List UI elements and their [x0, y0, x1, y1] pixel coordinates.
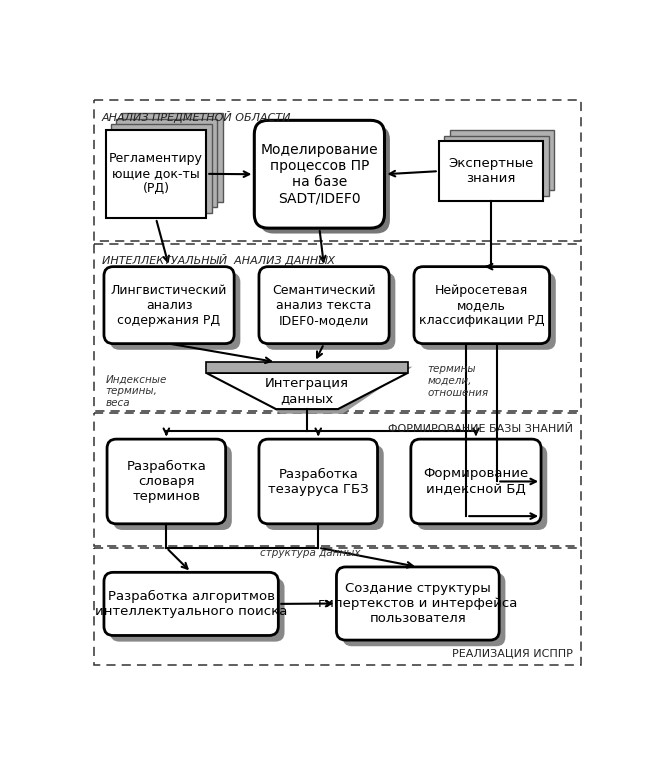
Text: ФОРМИРОВАНИЕ БАЗЫ ЗНАНИЙ: ФОРМИРОВАНИЕ БАЗЫ ЗНАНИЙ	[388, 424, 573, 433]
Bar	[94, 244, 580, 411]
Polygon shape	[206, 373, 408, 409]
FancyBboxPatch shape	[104, 266, 234, 344]
FancyBboxPatch shape	[254, 121, 384, 228]
FancyBboxPatch shape	[110, 578, 284, 641]
Text: Создание структуры
гипертекстов и интерфейса
пользователя: Создание структуры гипертекстов и интерф…	[318, 582, 517, 625]
FancyBboxPatch shape	[444, 136, 549, 196]
Text: Индексные
термины,
веса: Индексные термины, веса	[105, 374, 167, 408]
FancyBboxPatch shape	[110, 272, 240, 350]
FancyBboxPatch shape	[439, 141, 544, 201]
FancyBboxPatch shape	[343, 573, 505, 646]
Text: Регламентиру
ющие док-ты
(РД): Регламентиру ющие док-ты (РД)	[109, 153, 203, 195]
FancyBboxPatch shape	[105, 130, 206, 218]
FancyBboxPatch shape	[449, 131, 554, 191]
Text: Нейросетевая
модель
классификации РД: Нейросетевая модель классификации РД	[419, 284, 545, 326]
Text: АНАЛИЗ ПРЕДМЕТНОЙ ОБЛАСТИ: АНАЛИЗ ПРЕДМЕТНОЙ ОБЛАСТИ	[101, 111, 291, 123]
Bar	[94, 413, 580, 546]
Polygon shape	[211, 367, 413, 414]
Bar	[94, 548, 580, 665]
Text: Разработка алгоритмов
интеллектуального поиска: Разработка алгоритмов интеллектуального …	[95, 590, 288, 618]
Polygon shape	[206, 362, 408, 373]
Text: Лингвистический
анализ
содержания РД: Лингвистический анализ содержания РД	[111, 284, 227, 326]
Text: структура данных: структура данных	[261, 549, 361, 559]
FancyBboxPatch shape	[113, 446, 232, 530]
FancyBboxPatch shape	[417, 446, 547, 530]
Text: Семантический
анализ текста
IDEF0-модели: Семантический анализ текста IDEF0-модели	[272, 284, 376, 326]
Text: РЕАЛИЗАЦИЯ ИСППР: РЕАЛИЗАЦИЯ ИСППР	[452, 649, 573, 659]
Bar	[94, 100, 580, 241]
Text: Разработка
тезауруса ГБЗ: Разработка тезауруса ГБЗ	[268, 468, 368, 496]
Text: термины
модели,
отношения: термины модели, отношения	[427, 364, 488, 398]
Text: Моделирование
процессов ПР
на базе
SADT/IDEF0: Моделирование процессов ПР на базе SADT/…	[261, 143, 378, 206]
FancyBboxPatch shape	[111, 124, 212, 213]
Text: Экспертные
знания: Экспертные знания	[448, 157, 534, 185]
FancyBboxPatch shape	[260, 126, 390, 234]
Text: ИНТЕЛЛЕКТУАЛЬНЫЙ  АНАЛИЗ ДАННЫХ: ИНТЕЛЛЕКТУАЛЬНЫЙ АНАЛИЗ ДАННЫХ	[101, 254, 335, 266]
Text: Разработка
словаря
терминов: Разработка словаря терминов	[126, 460, 206, 503]
FancyBboxPatch shape	[420, 272, 556, 350]
FancyBboxPatch shape	[265, 446, 384, 530]
FancyBboxPatch shape	[265, 272, 395, 350]
Text: Формирование
индексной БД: Формирование индексной БД	[423, 468, 528, 496]
FancyBboxPatch shape	[259, 439, 378, 524]
Text: Интеграция
данных: Интеграция данных	[265, 377, 349, 405]
FancyBboxPatch shape	[104, 572, 278, 635]
FancyBboxPatch shape	[122, 113, 222, 202]
FancyBboxPatch shape	[336, 567, 499, 640]
FancyBboxPatch shape	[116, 119, 217, 207]
FancyBboxPatch shape	[259, 266, 389, 344]
FancyBboxPatch shape	[107, 439, 226, 524]
FancyBboxPatch shape	[411, 439, 541, 524]
FancyBboxPatch shape	[414, 266, 549, 344]
